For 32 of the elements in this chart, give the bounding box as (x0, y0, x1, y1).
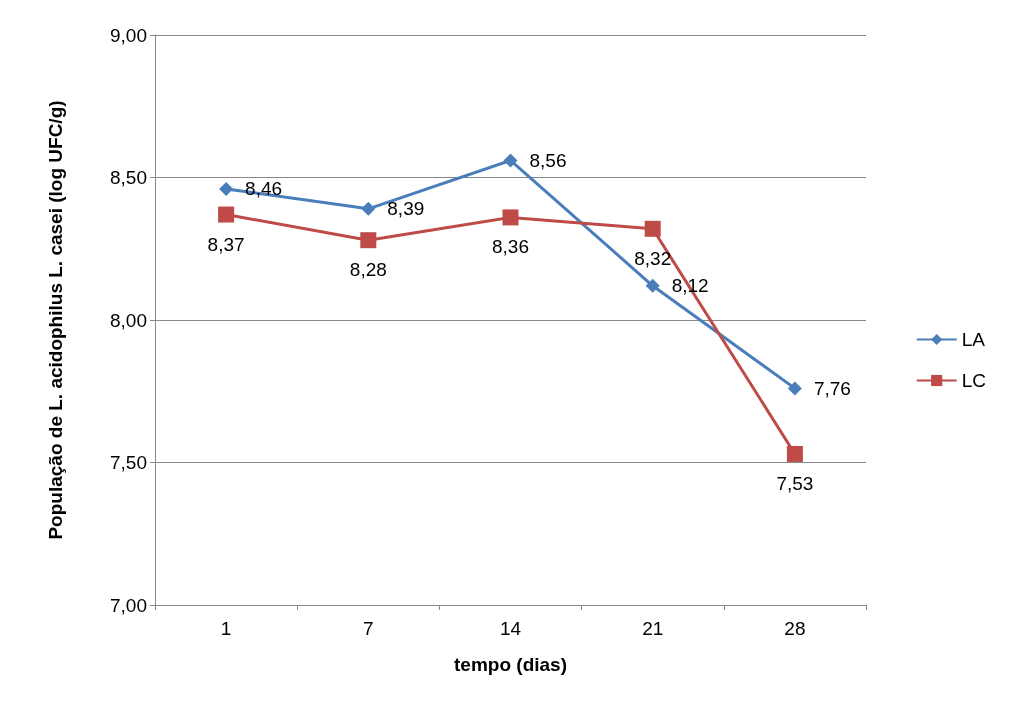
x-tick-label: 1 (220, 618, 232, 639)
x-tick-label: 28 (784, 618, 806, 639)
y-tick-label: 7,50 (110, 452, 147, 473)
data-label: 8,28 (349, 259, 387, 281)
data-label: 8,37 (207, 233, 245, 255)
data-label: 8,32 (634, 247, 672, 269)
x-tick-label: 14 (499, 618, 522, 639)
point (645, 278, 660, 293)
data-label: 8,36 (492, 236, 529, 258)
y-tick-label: 8,00 (110, 309, 147, 331)
point (787, 381, 802, 396)
x-axis-title: tempo (dias) (454, 654, 567, 675)
data-label: 7,53 (776, 472, 814, 494)
point (786, 445, 803, 462)
x-tick-label: 7 (363, 618, 374, 639)
point (361, 201, 376, 216)
y-tick-label: 7,00 (110, 594, 147, 616)
point (218, 206, 235, 223)
data-label: 7,76 (813, 377, 851, 399)
legend-label: LA (961, 329, 986, 350)
point (219, 181, 234, 196)
data-label: 8,39 (387, 198, 425, 220)
point (502, 209, 519, 226)
point (360, 232, 377, 249)
legend-label: LC (961, 370, 987, 391)
point (644, 220, 661, 237)
x-tick-label: 21 (642, 618, 664, 639)
point (503, 153, 518, 168)
y-tick-label: 8,50 (110, 167, 147, 188)
y-tick-label: 9,00 (110, 24, 147, 46)
y-axis-title: População de L. acidophilus L. casei (log UFC/g) (45, 100, 66, 540)
data-label: 8,56 (529, 149, 567, 171)
